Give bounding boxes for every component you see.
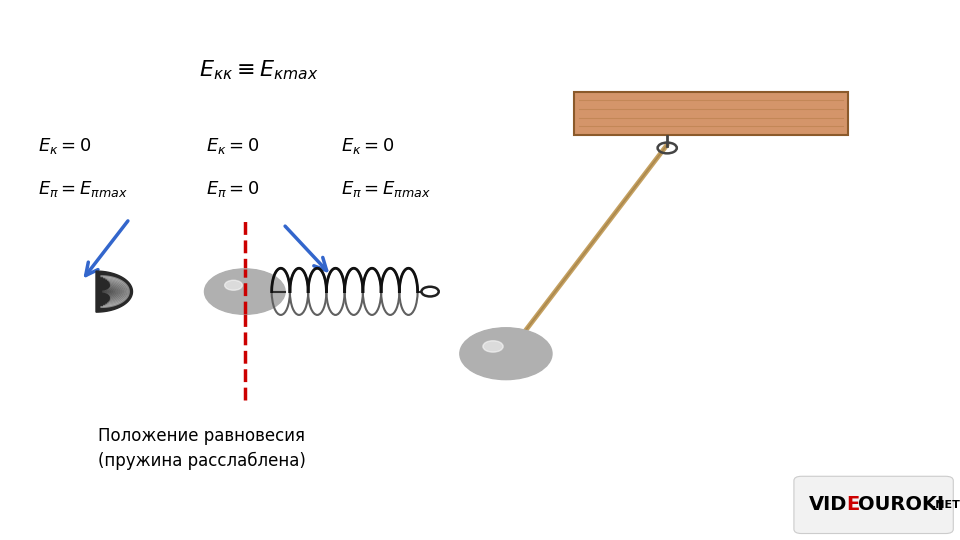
- Circle shape: [485, 342, 527, 366]
- Circle shape: [500, 350, 512, 357]
- Circle shape: [460, 328, 552, 380]
- Circle shape: [217, 276, 273, 307]
- Text: $\mathit{E}_{\mathit{\kappa}}=0$: $\mathit{E}_{\mathit{\kappa}}=0$: [206, 136, 260, 156]
- Circle shape: [477, 338, 535, 370]
- Circle shape: [238, 288, 252, 295]
- Circle shape: [206, 270, 283, 313]
- Circle shape: [482, 340, 530, 367]
- Text: $\mathit{E}_{\mathit{\kappa}}=0$: $\mathit{E}_{\mathit{\kappa}}=0$: [38, 136, 92, 156]
- Circle shape: [468, 332, 544, 375]
- Circle shape: [229, 283, 260, 300]
- Circle shape: [225, 280, 242, 290]
- Circle shape: [232, 285, 257, 299]
- Circle shape: [490, 345, 522, 363]
- Circle shape: [207, 271, 282, 313]
- Circle shape: [230, 284, 259, 300]
- Circle shape: [243, 291, 247, 293]
- Circle shape: [234, 286, 255, 297]
- Circle shape: [479, 339, 533, 369]
- Text: $\mathit{E}_{\mathit{\pi}}=\mathit{E}_{\mathit{\pi max}}$: $\mathit{E}_{\mathit{\pi}}=\mathit{E}_{\…: [38, 179, 129, 199]
- Circle shape: [495, 348, 516, 360]
- Circle shape: [502, 352, 510, 356]
- Text: Положение равновесия
(пружина расслаблена): Положение равновесия (пружина расслаблен…: [98, 427, 305, 470]
- Circle shape: [244, 291, 246, 292]
- Circle shape: [461, 328, 551, 379]
- Circle shape: [241, 289, 249, 294]
- Text: $\mathit{E}_{\mathit{\pi}}=\mathit{E}_{\mathit{\pi max}}$: $\mathit{E}_{\mathit{\pi}}=\mathit{E}_{\…: [341, 179, 431, 199]
- Circle shape: [216, 275, 274, 308]
- Circle shape: [478, 338, 534, 369]
- Circle shape: [471, 334, 540, 373]
- Circle shape: [494, 347, 517, 360]
- Circle shape: [489, 344, 523, 363]
- Text: OUROKI: OUROKI: [858, 495, 945, 515]
- Circle shape: [491, 345, 521, 362]
- Circle shape: [222, 279, 268, 305]
- Circle shape: [223, 279, 267, 304]
- Circle shape: [498, 349, 514, 358]
- Circle shape: [492, 346, 519, 361]
- Circle shape: [220, 278, 270, 306]
- Circle shape: [488, 343, 524, 364]
- FancyBboxPatch shape: [794, 476, 953, 534]
- Circle shape: [208, 271, 281, 312]
- Circle shape: [475, 336, 537, 371]
- Text: $\mathit{E}_{\mathit{\kappa}}=0$: $\mathit{E}_{\mathit{\kappa}}=0$: [341, 136, 395, 156]
- Circle shape: [210, 272, 279, 311]
- Circle shape: [240, 289, 250, 294]
- Text: E: E: [846, 495, 859, 515]
- Circle shape: [227, 281, 263, 302]
- Circle shape: [467, 332, 545, 376]
- Circle shape: [499, 350, 513, 357]
- Circle shape: [233, 285, 256, 298]
- Circle shape: [242, 290, 248, 293]
- Circle shape: [237, 287, 252, 296]
- Circle shape: [504, 353, 508, 355]
- Text: .NET: .NET: [932, 500, 960, 510]
- Circle shape: [228, 282, 262, 301]
- Circle shape: [239, 288, 251, 295]
- Circle shape: [221, 278, 269, 305]
- Bar: [574, 92, 848, 135]
- Circle shape: [211, 273, 278, 310]
- Circle shape: [236, 287, 253, 296]
- Circle shape: [483, 341, 529, 367]
- Circle shape: [493, 347, 518, 361]
- Circle shape: [496, 348, 516, 359]
- Circle shape: [226, 281, 264, 302]
- Circle shape: [472, 335, 540, 373]
- Text: VID: VID: [809, 495, 848, 515]
- Circle shape: [212, 273, 277, 310]
- Circle shape: [225, 280, 265, 303]
- Circle shape: [470, 334, 541, 374]
- Circle shape: [228, 282, 261, 301]
- Circle shape: [213, 274, 276, 309]
- Circle shape: [505, 353, 507, 354]
- Circle shape: [465, 330, 547, 377]
- Circle shape: [224, 280, 266, 303]
- Circle shape: [464, 330, 548, 377]
- Circle shape: [462, 329, 550, 379]
- Circle shape: [214, 274, 276, 308]
- Text: $\mathit{E}_{\mathit{\kappa\kappa}} \equiv \mathit{E}_{\mathit{\kappa max}}$: $\mathit{E}_{\mathit{\kappa\kappa}} \equ…: [200, 58, 319, 82]
- Circle shape: [231, 284, 258, 299]
- Circle shape: [487, 343, 525, 364]
- Circle shape: [218, 276, 272, 307]
- Circle shape: [481, 340, 531, 368]
- Text: $\mathit{E}_{\mathit{\pi}}=0$: $\mathit{E}_{\mathit{\pi}}=0$: [206, 179, 260, 199]
- Circle shape: [219, 277, 271, 306]
- Circle shape: [501, 351, 511, 356]
- Circle shape: [209, 272, 280, 312]
- Circle shape: [476, 337, 536, 370]
- Circle shape: [484, 341, 528, 366]
- Circle shape: [469, 333, 542, 374]
- Circle shape: [205, 269, 284, 314]
- Circle shape: [483, 341, 503, 352]
- Circle shape: [473, 335, 539, 372]
- Polygon shape: [96, 271, 132, 312]
- Circle shape: [204, 269, 285, 314]
- Circle shape: [466, 331, 546, 376]
